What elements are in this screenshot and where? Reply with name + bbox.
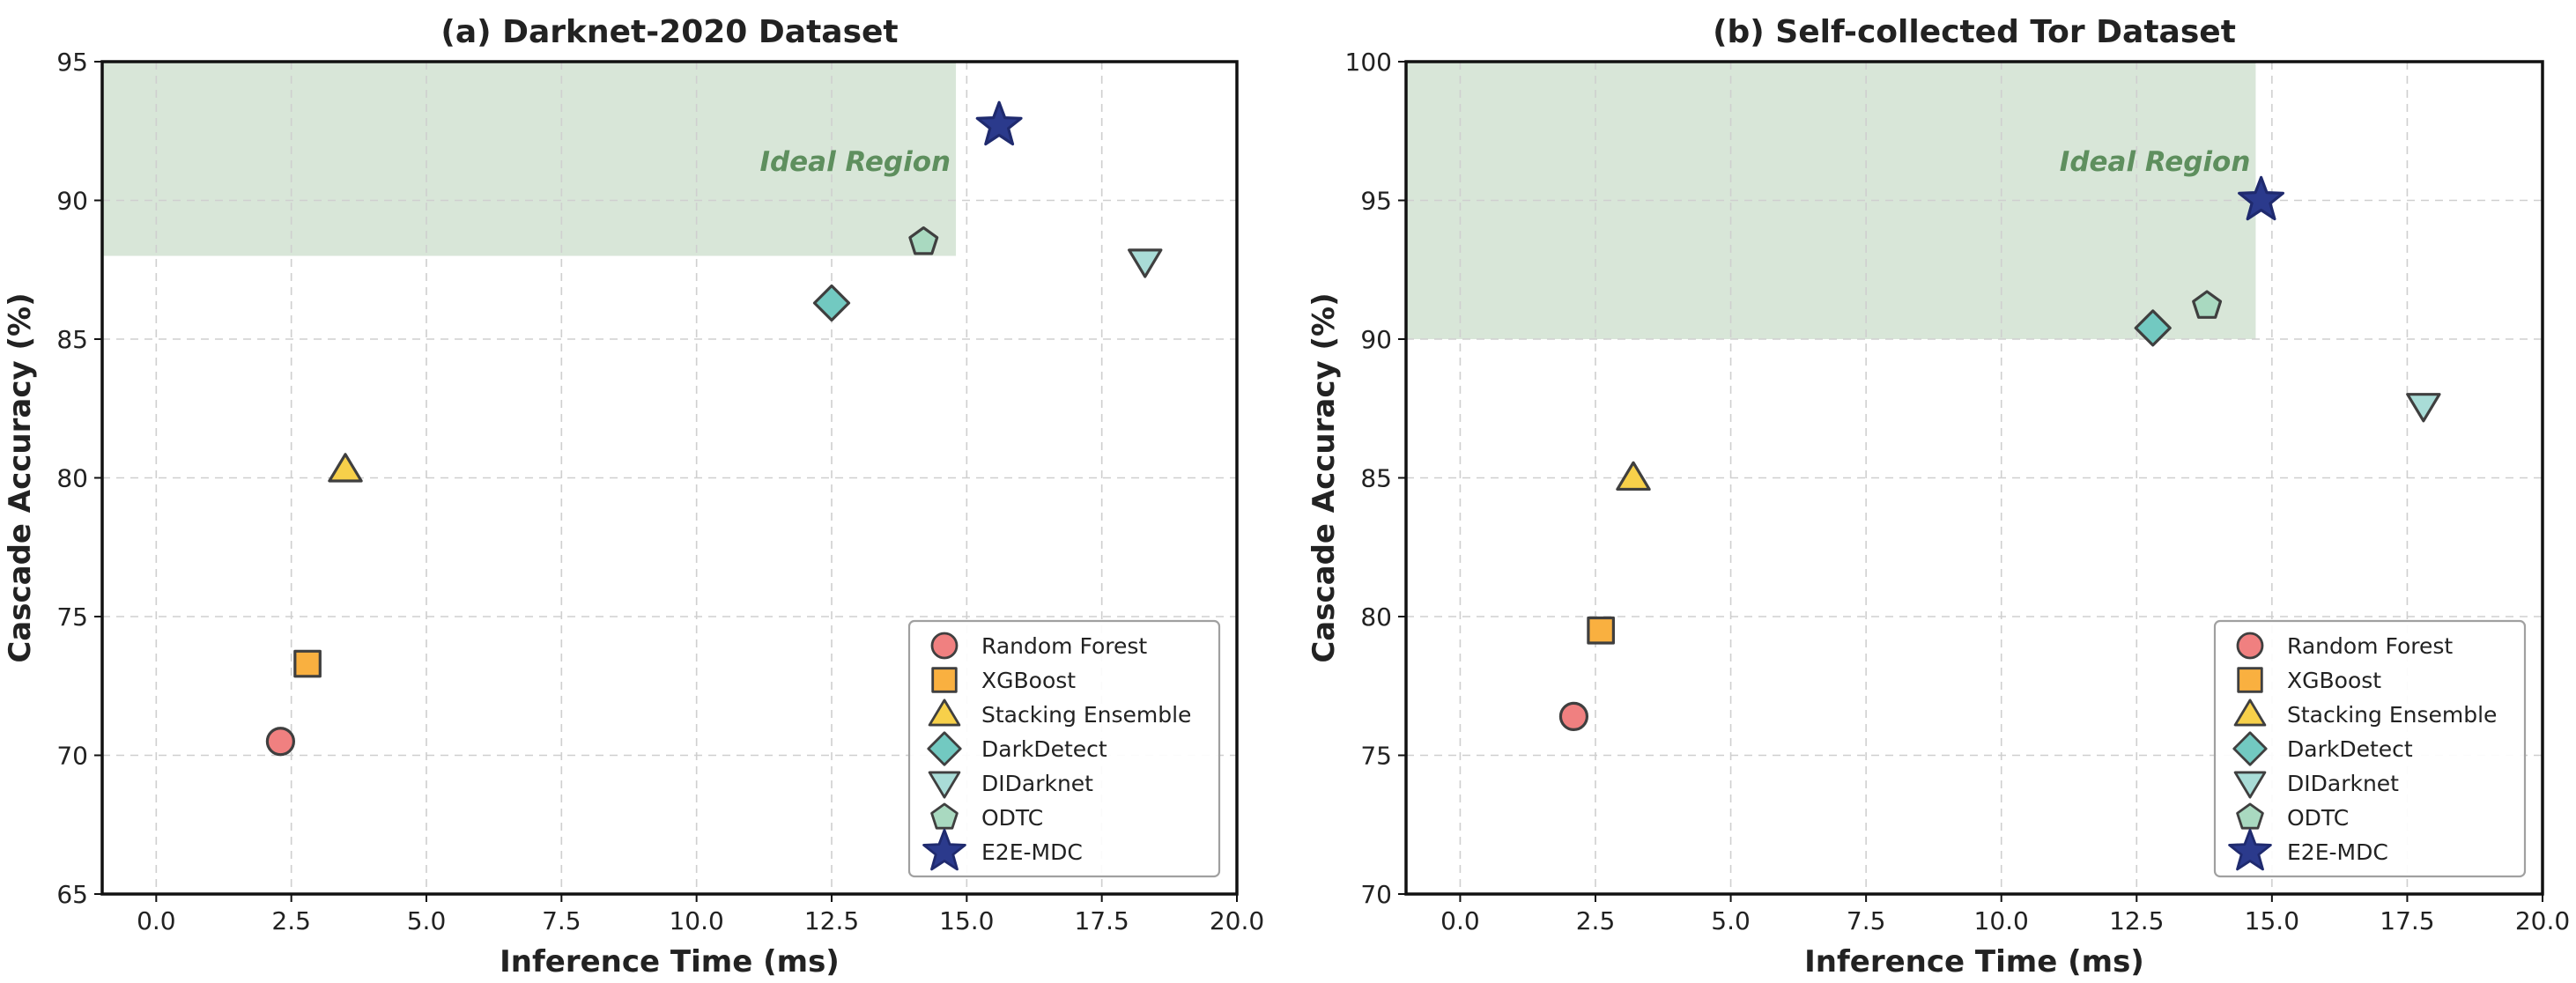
x-tick-label: 15.0 bbox=[939, 906, 994, 935]
legend-entry-label: E2E-MDC bbox=[2287, 839, 2388, 865]
x-tick-label: 17.5 bbox=[1074, 906, 1129, 935]
legend-marker bbox=[928, 771, 961, 799]
legend-entry-label: DarkDetect bbox=[981, 736, 1107, 762]
y-tick-label: 95 bbox=[1360, 187, 1392, 216]
ideal-region-label: Ideal Region bbox=[759, 146, 951, 178]
y-tick-label: 70 bbox=[56, 742, 88, 771]
legend-marker bbox=[2233, 698, 2267, 727]
data-point-didarknet bbox=[1128, 248, 1163, 278]
y-tick-label: 75 bbox=[1360, 742, 1392, 771]
legend-marker bbox=[922, 829, 966, 871]
legend-marker bbox=[930, 632, 959, 660]
legend-entry-label: Stacking Ensemble bbox=[2287, 702, 2497, 728]
legend-entry-label: XGBoost bbox=[981, 668, 1076, 693]
x-tick-label: 10.0 bbox=[1974, 906, 2029, 935]
chart-panel-1: (b) Self-collected Tor Dataset Ideal Regi… bbox=[1307, 14, 2570, 979]
data-point-darkdetect bbox=[2134, 309, 2172, 347]
data-point-e2e-mdc bbox=[2238, 175, 2284, 221]
chart-panel-0: (a) Darknet-2020 Dataset Ideal Region 0.0 2… bbox=[3, 14, 1264, 979]
legend-marker bbox=[2236, 632, 2264, 660]
x-tick-label: 7.5 bbox=[1847, 906, 1886, 935]
x-tick-label: 20.0 bbox=[1210, 906, 1264, 935]
legend-entry-label: DIDarknet bbox=[981, 771, 1093, 796]
legend-marker bbox=[931, 667, 958, 693]
y-tick-label: 80 bbox=[56, 464, 88, 493]
legend-marker bbox=[2232, 731, 2268, 766]
legend-entry-label: DarkDetect bbox=[2287, 736, 2413, 762]
y-tick-label: 90 bbox=[1360, 325, 1392, 354]
data-point-odtc bbox=[2192, 290, 2223, 319]
x-tick-label: 12.5 bbox=[2109, 906, 2164, 935]
legend-marker bbox=[930, 802, 959, 830]
x-tick-label: 2.5 bbox=[1576, 906, 1616, 935]
legend-marker bbox=[2233, 771, 2267, 799]
y-tick-label: 90 bbox=[56, 187, 88, 216]
y-tick-label: 85 bbox=[1360, 464, 1392, 493]
legend-entry-label: XGBoost bbox=[2287, 668, 2381, 693]
x-axis-label: Inference Time (ms) bbox=[1804, 944, 2144, 979]
y-tick-label: 75 bbox=[56, 602, 88, 632]
ideal-region-label: Ideal Region bbox=[2060, 146, 2251, 178]
x-tick-label: 17.5 bbox=[2380, 906, 2434, 935]
legend-entry-label: ODTC bbox=[2287, 805, 2349, 831]
x-tick-label: 0.0 bbox=[137, 906, 176, 935]
legend: Random Forest XGBoost Stacking Ensemble Dar… bbox=[2213, 619, 2527, 878]
data-point-random-forest bbox=[1558, 701, 1589, 732]
legend-entry-label: Random Forest bbox=[981, 633, 1147, 659]
x-tick-label: 5.0 bbox=[407, 906, 447, 935]
data-point-odtc bbox=[908, 226, 939, 255]
y-tick-label: 80 bbox=[1360, 602, 1392, 632]
data-point-darkdetect bbox=[812, 284, 851, 322]
legend-entry-label: ODTC bbox=[981, 805, 1043, 831]
legend: Random Forest XGBoost Stacking Ensemble Dar… bbox=[907, 619, 1221, 878]
legend-marker bbox=[928, 698, 961, 727]
y-tick-label: 70 bbox=[1360, 880, 1392, 909]
legend-entry-label: Random Forest bbox=[2287, 633, 2453, 659]
legend-entry-label: E2E-MDC bbox=[981, 839, 1083, 865]
chart-title: (a) Darknet-2020 Dataset bbox=[440, 14, 898, 50]
y-axis-label: Cascade Accuracy (%) bbox=[3, 292, 38, 662]
legend-marker bbox=[927, 731, 962, 766]
data-point-random-forest bbox=[265, 727, 295, 757]
x-tick-label: 2.5 bbox=[271, 906, 311, 935]
y-tick-label: 65 bbox=[56, 880, 88, 909]
legend-box bbox=[907, 619, 1221, 878]
data-point-didarknet bbox=[2406, 393, 2441, 423]
data-point-stacking-ensemble bbox=[1616, 461, 1651, 492]
y-tick-label: 100 bbox=[1345, 48, 1392, 77]
x-tick-label: 0.0 bbox=[1440, 906, 1480, 935]
x-tick-label: 7.5 bbox=[542, 906, 581, 935]
legend-marker bbox=[2228, 829, 2272, 871]
x-tick-label: 10.0 bbox=[669, 906, 723, 935]
legend-entry-label: Stacking Ensemble bbox=[981, 702, 1191, 728]
data-point-xgboost bbox=[293, 649, 322, 678]
data-point-e2e-mdc bbox=[975, 100, 1023, 146]
y-axis-label: Cascade Accuracy (%) bbox=[1307, 292, 1342, 662]
chart-title: (b) Self-collected Tor Dataset bbox=[1713, 14, 2236, 50]
legend-marker bbox=[2236, 802, 2264, 830]
x-tick-label: 15.0 bbox=[2245, 906, 2299, 935]
x-tick-label: 5.0 bbox=[1711, 906, 1751, 935]
data-point-xgboost bbox=[1587, 616, 1615, 645]
y-tick-label: 95 bbox=[56, 48, 88, 77]
ideal-region bbox=[102, 62, 957, 256]
y-tick-label: 85 bbox=[56, 325, 88, 354]
x-axis-label: Inference Time (ms) bbox=[500, 944, 840, 979]
legend-box bbox=[2213, 619, 2527, 878]
x-tick-label: 20.0 bbox=[2515, 906, 2570, 935]
data-point-stacking-ensemble bbox=[328, 453, 363, 483]
x-tick-label: 12.5 bbox=[804, 906, 859, 935]
legend-marker bbox=[2237, 667, 2263, 693]
legend-entry-label: DIDarknet bbox=[2287, 771, 2399, 796]
